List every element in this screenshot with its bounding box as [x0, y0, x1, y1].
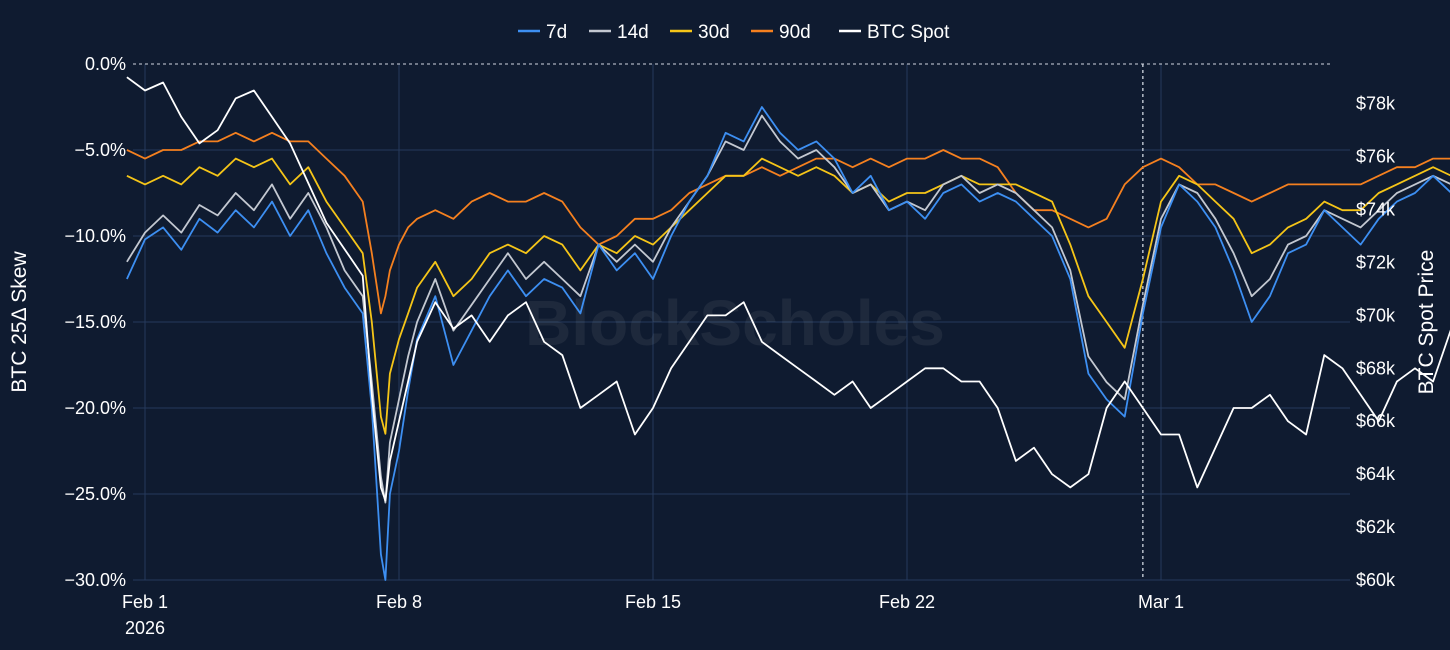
y-right-tick-label: $64k [1356, 464, 1396, 484]
legend-label-90d[interactable]: 90d [779, 22, 811, 43]
watermark: BlockScholes [525, 287, 945, 359]
y-left-tick-label: −20.0% [64, 398, 126, 418]
y-left-tick-label: −15.0% [64, 312, 126, 332]
y-right-tick-label: $60k [1356, 570, 1396, 590]
x-year-label: 2026 [125, 618, 165, 638]
axis-layer: 0.0% −5.0% −10.0% −15.0% −20.0% −25.0% −30.0% $… [64, 54, 1396, 638]
y-right-tick-label: $62k [1356, 517, 1396, 537]
y-right-tick-label: $76k [1356, 147, 1396, 167]
x-tick-label: Feb 8 [376, 592, 422, 612]
y-axis-right-title: BTC Spot Price [1415, 250, 1438, 395]
legend-label-30d[interactable]: 30d [698, 22, 730, 43]
series-line-30d [126, 157, 1450, 435]
legend: 7d 14d 30d 90d BTC Spot [518, 22, 950, 43]
y-right-tick-label: $68k [1356, 358, 1396, 378]
y-right-tick-label: $74k [1356, 200, 1396, 220]
y-right-tick-label: $66k [1356, 411, 1396, 431]
y-axis-left-title: BTC 25Δ Skew [8, 251, 31, 393]
series-line-90d [126, 131, 1450, 315]
x-tick-label: Feb 22 [879, 592, 935, 612]
x-tick-label: Feb 1 [122, 592, 168, 612]
y-left-tick-label: −30.0% [64, 570, 126, 590]
legend-label-btc-spot[interactable]: BTC Spot [867, 22, 950, 43]
y-left-tick-label: −5.0% [74, 140, 126, 160]
y-right-tick-label: $70k [1356, 305, 1396, 325]
y-left-tick-label: −25.0% [64, 484, 126, 504]
series-line-btc-spot [126, 76, 1450, 502]
y-right-tick-label: $72k [1356, 252, 1396, 272]
y-right-tick-label: $78k [1356, 94, 1396, 114]
x-tick-label: Mar 1 [1138, 592, 1184, 612]
series-line-7d [126, 106, 1450, 581]
series-layer [126, 76, 1450, 581]
legend-label-7d[interactable]: 7d [546, 22, 567, 43]
y-left-tick-label: 0.0% [85, 54, 126, 74]
legend-label-14d[interactable]: 14d [617, 22, 649, 43]
x-tick-label: Feb 15 [625, 592, 681, 612]
y-left-tick-label: −10.0% [64, 226, 126, 246]
